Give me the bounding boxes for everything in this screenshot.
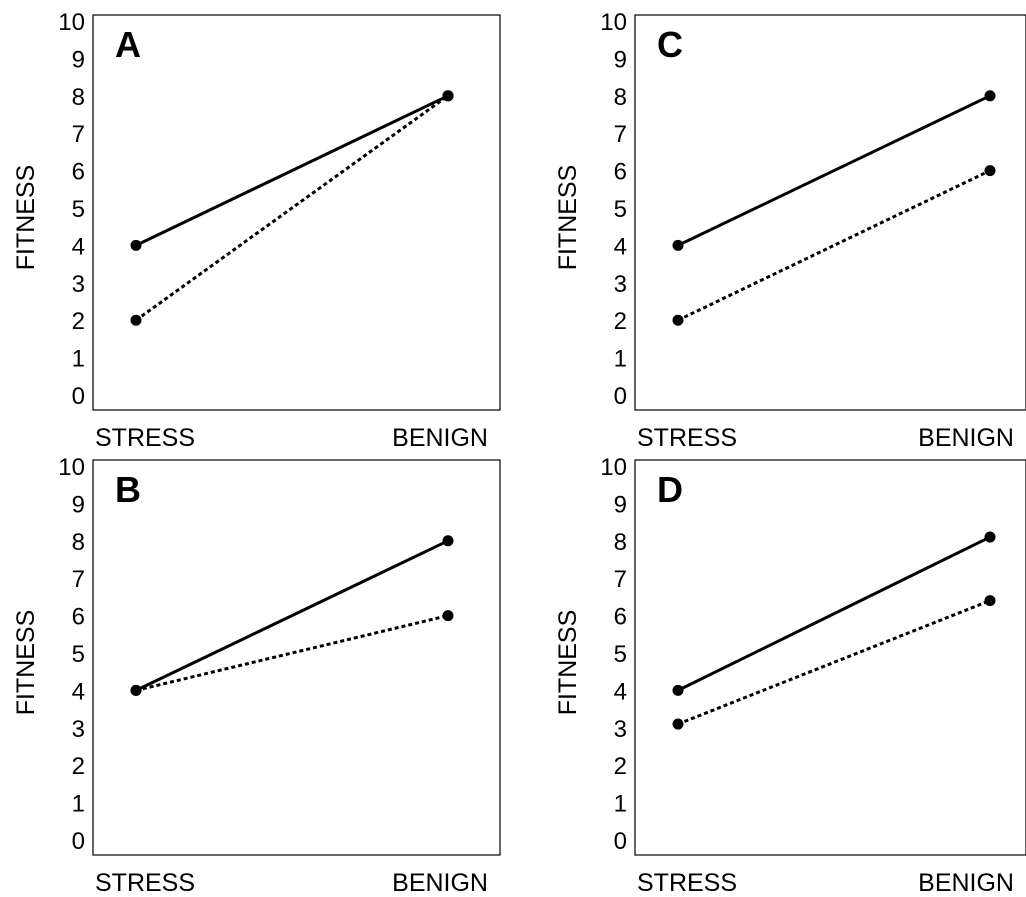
y-tick-label: 1 [614,791,627,818]
y-tick-label: 7 [614,566,627,593]
panel-c: 0 1 2 3 4 5 6 7 8 9 10 FITNESS STRESS BENIGN C [554,9,1026,452]
series-line-solid [677,535,991,692]
series-line-dotted [677,169,991,322]
x-category-label: BENIGN [918,869,1014,897]
y-tick-label: 6 [72,604,85,631]
panel-letter: C [657,24,683,65]
panel-b: 0 1 2 3 4 5 6 7 8 9 10 FITNESS STRESS BENIGN B [12,454,501,897]
y-tick-label: 9 [72,46,85,73]
y-tick-label: 8 [72,529,85,556]
y-tick-label: 10 [600,454,627,481]
y-tick-label: 3 [614,716,627,743]
data-point [984,595,996,607]
y-tick-label: 0 [614,383,627,410]
y-tick-label: 2 [614,753,627,780]
y-tick-label: 5 [614,196,627,223]
y-tick-label: 10 [58,454,85,481]
series-line-dotted [135,94,449,322]
y-tick-label: 8 [614,84,627,111]
x-category-label: BENIGN [392,424,488,452]
y-tick-label: 5 [72,196,85,223]
x-category-label: STRESS [637,424,737,452]
y-tick-label: 5 [72,641,85,668]
data-point [984,531,996,543]
y-tick-label: 3 [614,271,627,298]
plot-frame [92,459,501,856]
data-point [984,165,996,177]
y-tick-label: 2 [72,308,85,335]
y-tick-label: 7 [72,566,85,593]
data-point [442,90,454,102]
data-point [130,684,142,696]
x-category-label: STRESS [637,869,737,897]
y-tick-label: 4 [614,233,627,260]
x-category-label: BENIGN [392,869,488,897]
panel-letter: B [115,469,141,510]
y-tick-label: 0 [614,828,627,855]
y-tick-label: 2 [72,753,85,780]
panel-a: 0 1 2 3 4 5 6 7 8 9 10 FITNESS STRESS BENIGN A [12,9,501,452]
y-tick-label: 6 [614,159,627,186]
y-tick-label: 0 [72,828,85,855]
series-line-dotted [677,599,991,726]
y-tick-label: 9 [614,46,627,73]
data-point [672,684,684,696]
data-point [130,314,142,326]
y-tick-label: 0 [72,383,85,410]
data-point [672,718,684,730]
data-point [442,610,454,622]
plot-frame [634,14,1026,411]
y-tick-label: 2 [614,308,627,335]
y-axis-title: FITNESS [12,165,40,271]
series-line-solid [677,94,991,247]
series-line-dotted [135,614,449,692]
y-tick-label: 10 [600,9,627,36]
y-tick-label: 4 [614,678,627,705]
y-axis-title: FITNESS [12,610,40,716]
x-category-label: BENIGN [918,424,1014,452]
x-category-label: STRESS [95,424,195,452]
y-axis-title: FITNESS [554,165,582,271]
y-axis-title: FITNESS [554,610,582,716]
panel-letter: D [657,469,683,510]
y-tick-label: 1 [72,346,85,373]
y-tick-label: 8 [614,529,627,556]
data-point [442,535,454,547]
data-point [130,239,142,251]
y-tick-label: 6 [72,159,85,186]
data-point [672,314,684,326]
y-tick-label: 9 [614,491,627,518]
plot-frame [634,459,1026,856]
panel-letter: A [115,24,141,65]
y-tick-label: 7 [72,121,85,148]
y-tick-label: 4 [72,233,85,260]
data-point [984,90,996,102]
y-tick-label: 5 [614,641,627,668]
y-tick-label: 8 [72,84,85,111]
y-tick-label: 9 [72,491,85,518]
y-tick-label: 3 [72,271,85,298]
series-line-solid [135,94,449,247]
y-tick-label: 4 [72,678,85,705]
y-tick-label: 10 [58,9,85,36]
panel-d: 0 1 2 3 4 5 6 7 8 9 10 FITNESS STRESS BENIGN D [554,454,1026,897]
x-category-label: STRESS [95,869,195,897]
data-point [672,239,684,251]
y-tick-label: 1 [72,791,85,818]
series-line-solid [135,539,449,692]
y-tick-label: 1 [614,346,627,373]
y-tick-label: 6 [614,604,627,631]
y-tick-label: 7 [614,121,627,148]
plot-frame [92,14,501,411]
y-tick-label: 3 [72,716,85,743]
